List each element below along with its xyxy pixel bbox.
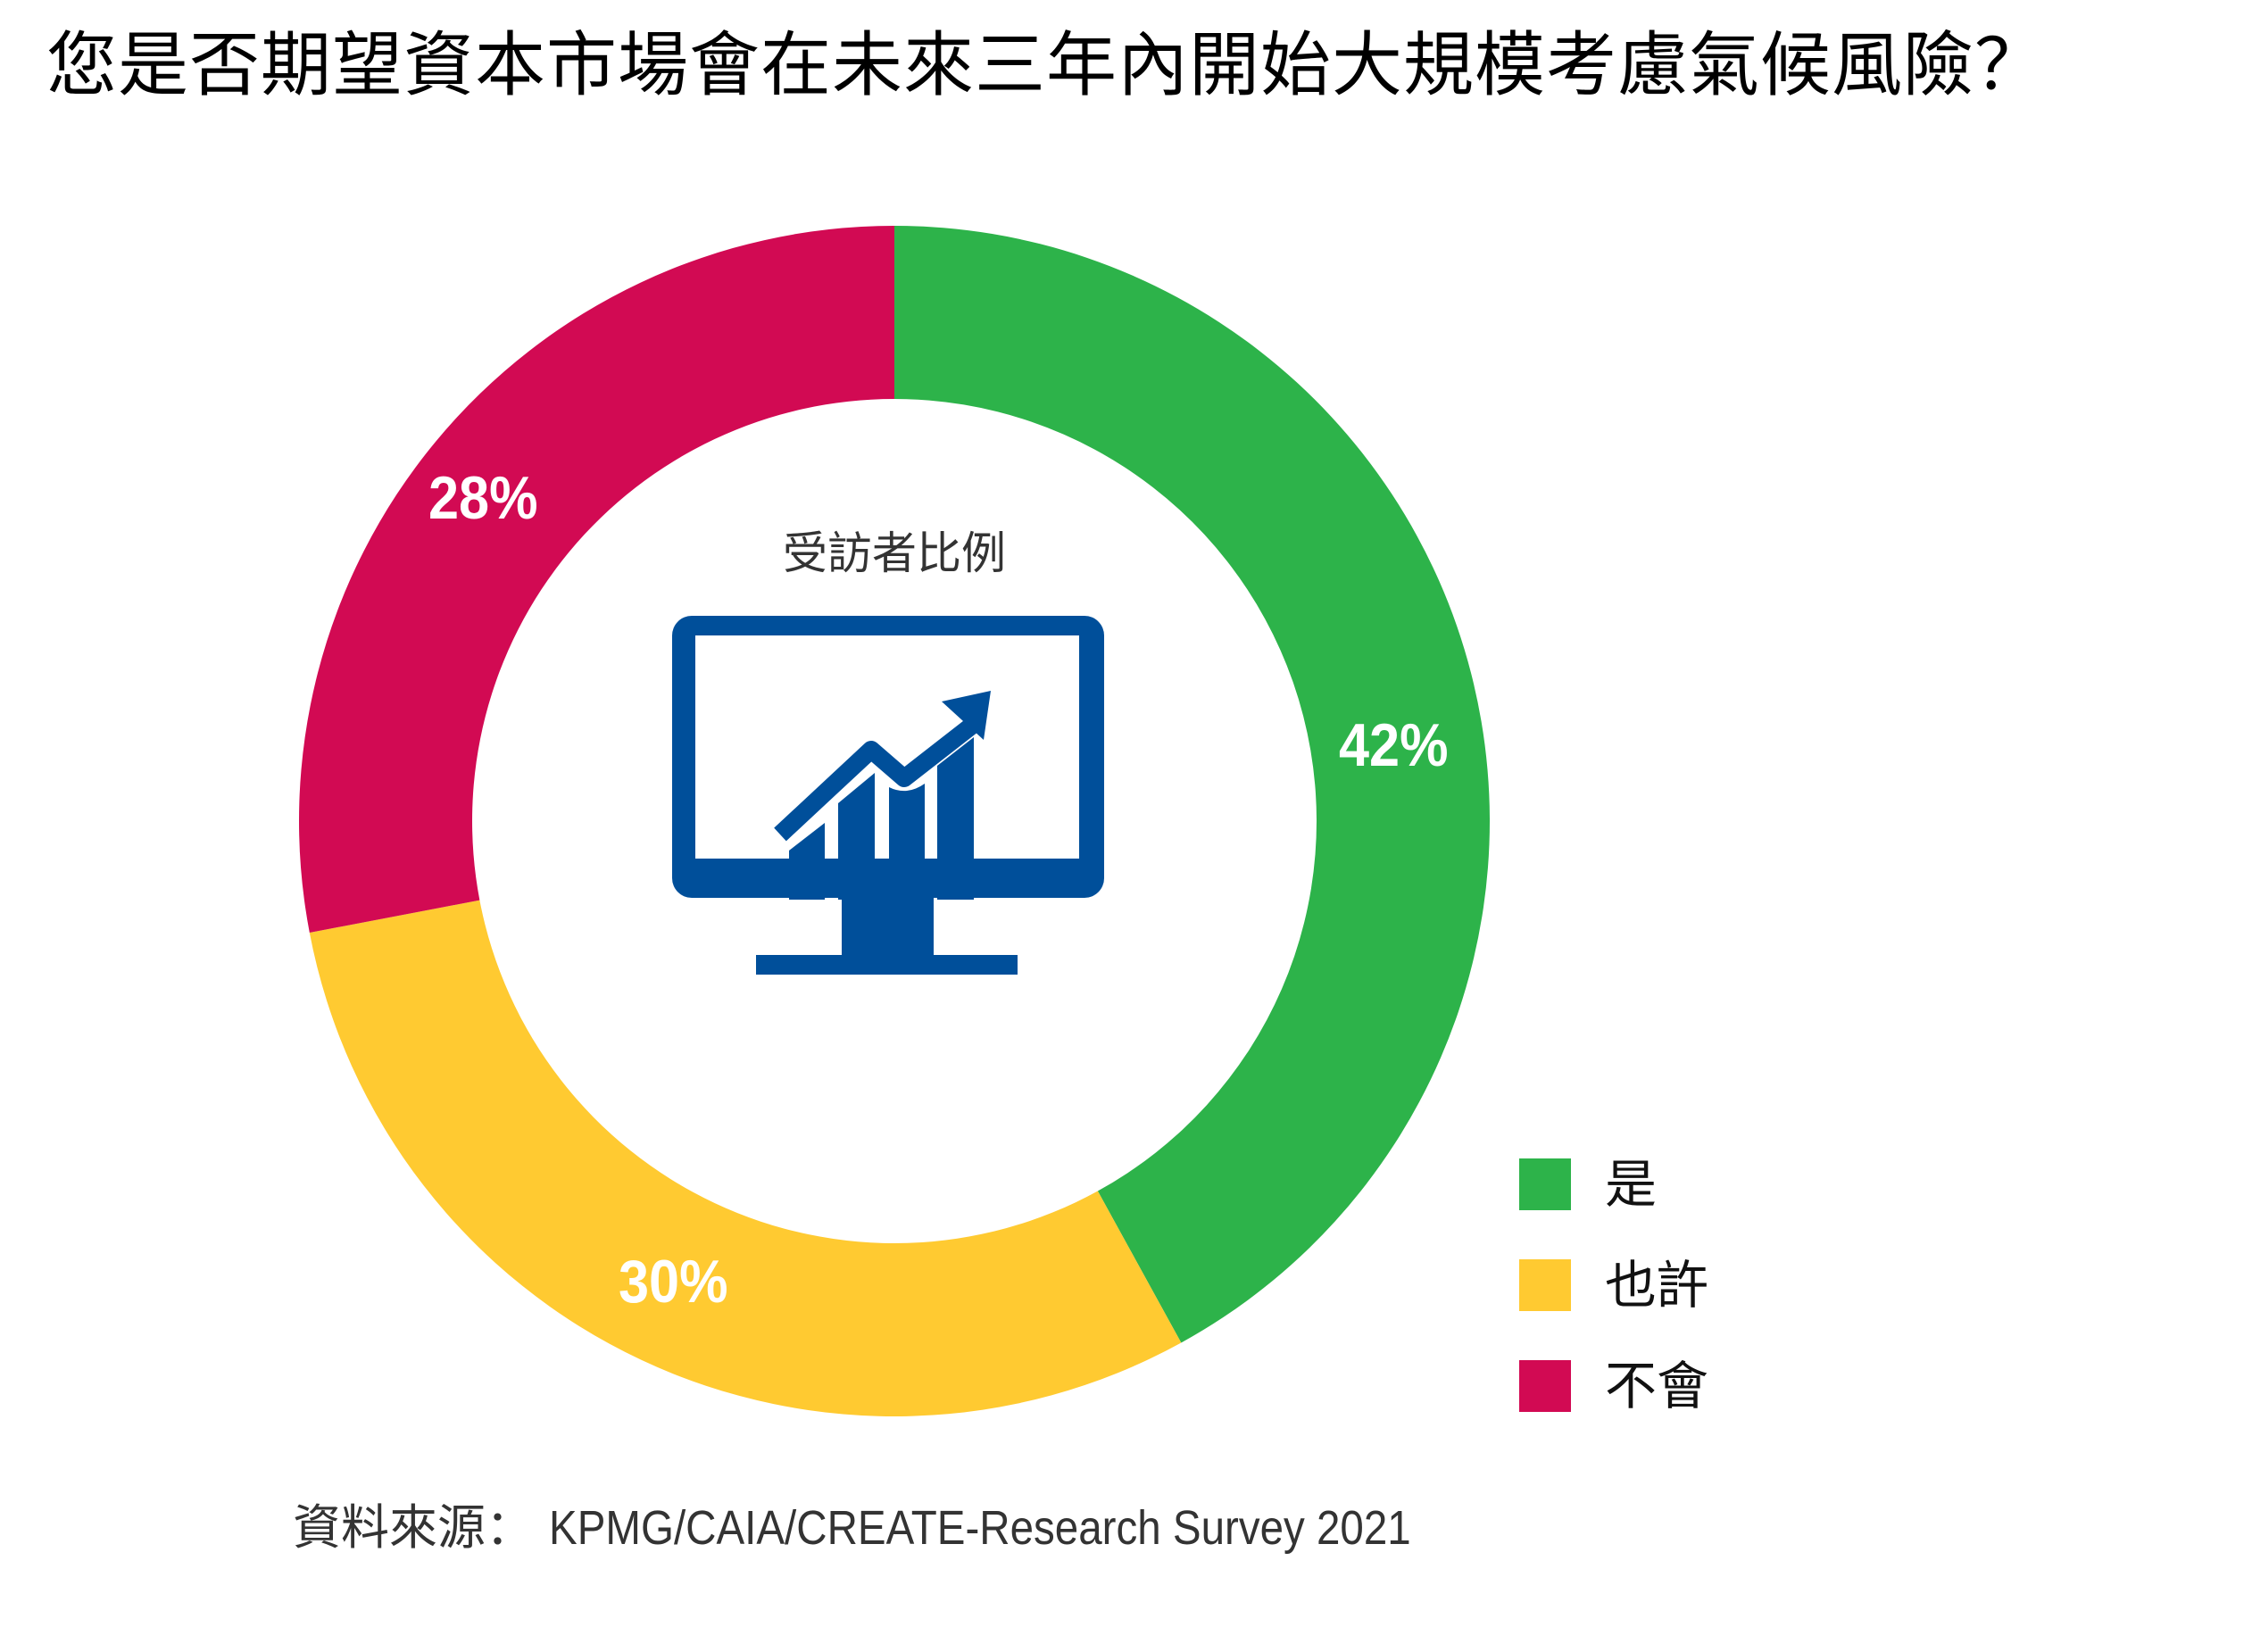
segment-label-no: 28%: [428, 464, 538, 532]
legend-label-maybe: 也許: [1605, 1254, 1709, 1316]
legend-item-yes: 是: [1519, 1133, 1708, 1234]
legend-label-yes: 是: [1605, 1153, 1658, 1215]
segment-label-yes: 42%: [1339, 711, 1449, 779]
segment-label-maybe: 30%: [619, 1248, 728, 1316]
legend-swatch-maybe: [1519, 1258, 1571, 1311]
donut-segment-maybe: [309, 900, 1182, 1416]
source-text: KPMG/CAIA/CREATE-Research Survey 2021: [549, 1501, 1411, 1555]
donut-segment-no: [298, 226, 894, 933]
legend-item-no: 不會: [1519, 1335, 1708, 1436]
source-note: 資料來源： KPMG/CAIA/CREATE-Research Survey 2…: [293, 1492, 1529, 1564]
legend-label-no: 不會: [1605, 1355, 1709, 1416]
donut-segments: [298, 226, 1491, 1416]
donut-segment-yes: [894, 226, 1491, 1343]
legend-swatch-no: [1519, 1359, 1571, 1412]
legend-item-maybe: 也許: [1519, 1234, 1708, 1335]
source-prefix: 資料來源：: [293, 1499, 534, 1556]
chart-title: 您是否期望資本市場會在未來三年內開始大規模考慮氣候風險？: [46, 24, 2046, 106]
center-label: 受訪者比例: [783, 527, 1006, 579]
legend-swatch-yes: [1519, 1158, 1571, 1210]
legend: 是 也許 不會: [1519, 1133, 1708, 1436]
monitor-chart-icon: [672, 616, 1104, 975]
